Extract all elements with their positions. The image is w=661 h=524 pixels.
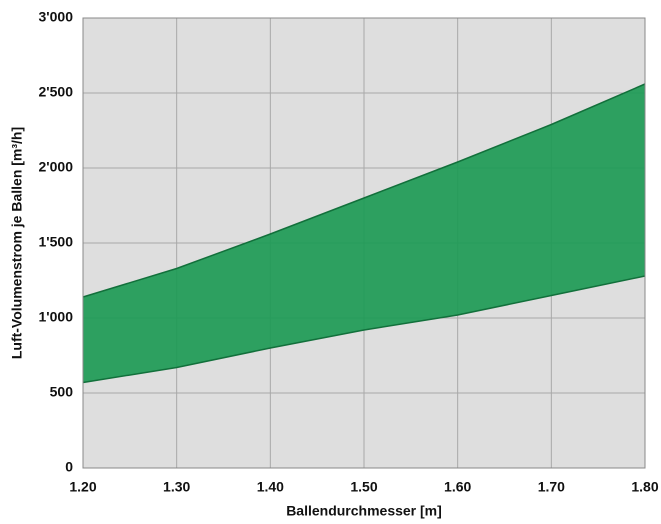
x-tick-label: 1.30 bbox=[163, 479, 190, 495]
plot-frame bbox=[82, 17, 646, 469]
y-tick-label: 1'500 bbox=[39, 234, 74, 250]
y-tick-label: 3'000 bbox=[39, 9, 74, 25]
x-tick-label: 1.50 bbox=[350, 479, 377, 495]
y-axis-label: Luft-Volumenstrom je Ballen [m³/h] bbox=[9, 127, 25, 359]
y-tick-label: 1'000 bbox=[39, 309, 74, 325]
x-tick-label: 1.20 bbox=[69, 479, 96, 495]
x-tick-label: 1.70 bbox=[538, 479, 565, 495]
band-edge bbox=[82, 83, 646, 298]
x-tick-label: 1.80 bbox=[631, 479, 658, 495]
band-fill bbox=[83, 84, 645, 383]
y-tick-label: 2'500 bbox=[39, 84, 74, 100]
y-tick-label: 2'000 bbox=[39, 159, 74, 175]
x-tick-label: 1.40 bbox=[257, 479, 284, 495]
x-axis-label: Ballendurchmesser [m] bbox=[286, 503, 442, 519]
y-tick-label: 500 bbox=[50, 384, 74, 400]
x-tick-label: 1.60 bbox=[444, 479, 471, 495]
y-tick-label: 0 bbox=[65, 459, 73, 475]
band-edge bbox=[82, 275, 646, 384]
